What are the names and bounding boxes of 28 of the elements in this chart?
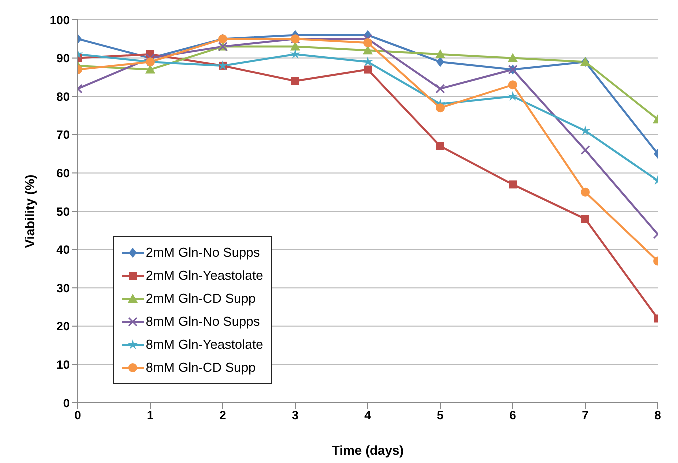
- legend-label: 2mM Gln-Yeastolate: [146, 268, 264, 283]
- legend-label: 8mM Gln-No Supps: [146, 314, 260, 329]
- x-tick-label: 1: [147, 408, 154, 423]
- y-tick-label: 0: [63, 396, 70, 410]
- legend-label: 2mM Gln-No Supps: [146, 245, 260, 260]
- x-tick-label: 4: [364, 408, 372, 423]
- y-tick-label: 90: [56, 52, 70, 66]
- x-tick-label: 8: [654, 408, 662, 423]
- y-tick-label: 30: [56, 281, 70, 296]
- x-tick-label: 6: [510, 408, 517, 423]
- y-tick-label: 20: [56, 320, 70, 334]
- y-tick-label: 100: [50, 13, 70, 28]
- y-tick-label: 80: [56, 90, 70, 104]
- x-tick-label: 0: [74, 408, 82, 423]
- y-tick-label: 60: [56, 166, 70, 180]
- legend-label: 8mM Gln-Yeastolate: [146, 337, 264, 352]
- y-tick-label: 10: [56, 358, 70, 372]
- legend-label: 8mM Gln-CD Supp: [146, 360, 256, 375]
- legend-label: 2mM Gln-CD Supp: [146, 291, 256, 306]
- x-tick-label: 3: [292, 408, 300, 423]
- y-tick-label: 40: [56, 243, 70, 258]
- y-axis-title: Viability (%): [22, 174, 38, 248]
- y-tick-label: 70: [56, 128, 70, 142]
- x-tick-label: 2: [220, 408, 227, 423]
- x-axis-title: Time (days): [332, 443, 404, 458]
- x-tick-label: 7: [582, 408, 590, 423]
- x-tick-label: 5: [437, 408, 444, 423]
- y-tick-label: 50: [56, 204, 70, 219]
